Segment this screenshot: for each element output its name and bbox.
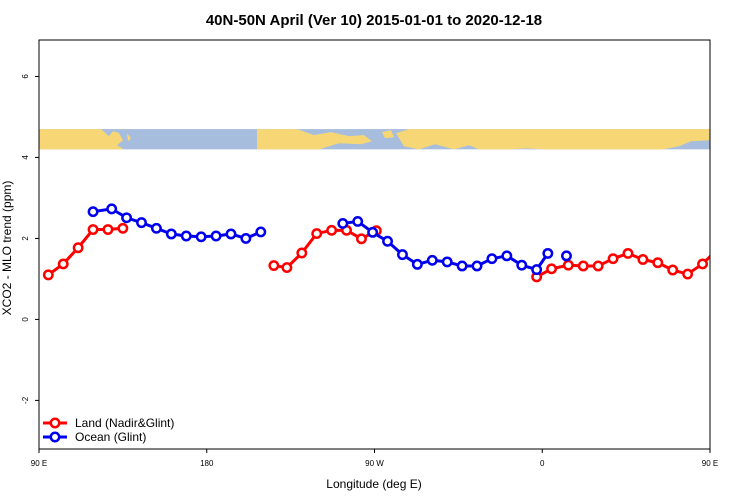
- data-point: [542, 247, 554, 259]
- data-point: [117, 222, 129, 234]
- x-tick-label: 180: [200, 459, 214, 468]
- data-point: [622, 247, 634, 259]
- land-shape: [127, 133, 131, 142]
- data-point: [352, 215, 364, 227]
- data-point: [87, 206, 99, 218]
- data-point: [42, 269, 54, 281]
- data-point: [562, 259, 574, 271]
- legend-item-land: Land (Nadir&Glint): [43, 416, 174, 430]
- data-point: [546, 263, 558, 275]
- data-point: [577, 260, 589, 272]
- data-point: [165, 228, 177, 240]
- data-point: [471, 260, 483, 272]
- land-shape: [39, 129, 124, 150]
- x-tick-label: 0: [540, 459, 545, 468]
- land-mask-band: [39, 129, 710, 150]
- data-point: [136, 217, 147, 229]
- data-point: [337, 217, 349, 229]
- series-ocean: [87, 203, 750, 276]
- legend-label-ocean: Ocean (Glint): [75, 430, 146, 444]
- data-point: [592, 260, 604, 272]
- data-point: [397, 249, 408, 261]
- data-point: [667, 264, 679, 276]
- data-point: [501, 250, 513, 262]
- data-point: [121, 212, 133, 224]
- series-line: [734, 209, 750, 234]
- chart-title: 40N-50N April (Ver 10) 2015-01-01 to 202…: [206, 12, 542, 29]
- data-point: [195, 231, 207, 243]
- data-point: [72, 242, 84, 254]
- y-tick-label: -2: [21, 396, 30, 404]
- x-tick-label: 90 E: [702, 459, 718, 468]
- data-point: [607, 253, 619, 265]
- data-point: [637, 254, 649, 265]
- data-point: [456, 260, 468, 272]
- data-point: [225, 228, 237, 240]
- data-point: [697, 258, 708, 270]
- data-point: [281, 262, 293, 274]
- data-point: [240, 232, 252, 244]
- data-point: [715, 243, 723, 251]
- data-point: [180, 230, 192, 242]
- data-point: [268, 260, 280, 272]
- legend-label-land: Land (Nadir&Glint): [75, 416, 174, 430]
- data-point: [561, 250, 572, 262]
- plot-frame: [38, 39, 711, 450]
- series-land: [42, 222, 750, 283]
- data-point: [356, 233, 367, 245]
- x-axis-label: Longitude (deg E): [326, 477, 421, 491]
- y-tick-label: 0: [21, 317, 30, 322]
- legend: Land (Nadir&Glint) Ocean (Glint): [43, 416, 174, 444]
- data-point: [87, 224, 99, 235]
- y-tick-label: 6: [21, 74, 30, 79]
- data-point: [367, 226, 379, 238]
- data-point: [745, 205, 750, 213]
- data-point: [730, 207, 738, 215]
- data-point: [311, 228, 323, 240]
- data-point: [326, 224, 338, 236]
- y-tick-label: 2: [21, 236, 30, 241]
- data-point: [57, 258, 69, 270]
- data-point: [426, 254, 438, 266]
- data-point: [150, 222, 162, 234]
- series-line: [535, 251, 710, 279]
- y-axis-label: XCO2 - MLO trend (ppm): [0, 181, 14, 316]
- land-shape: [382, 130, 394, 139]
- data-point: [516, 259, 528, 271]
- x-tick-label: 90 E: [31, 459, 47, 468]
- data-point: [210, 230, 222, 242]
- data-point: [255, 226, 267, 238]
- x-tick-label: 90 W: [365, 459, 384, 468]
- data-point: [730, 225, 738, 233]
- data-point: [411, 258, 423, 270]
- data-point: [106, 203, 118, 215]
- legend-marker-land: [49, 417, 61, 429]
- land-shape: [257, 129, 372, 150]
- legend-item-ocean: Ocean (Glint): [43, 430, 146, 444]
- y-axis: -2 0 2 4 6: [21, 74, 39, 404]
- data-point: [652, 257, 664, 269]
- data-point: [382, 235, 393, 247]
- land-shape: [396, 129, 710, 150]
- series-layer: [42, 203, 750, 283]
- x-axis: 90 E 180 90 W 0 90 E: [31, 449, 718, 468]
- legend-marker-ocean: [49, 431, 61, 443]
- data-point: [102, 224, 114, 235]
- data-point: [682, 268, 694, 280]
- data-point: [531, 264, 543, 276]
- data-point: [296, 247, 308, 259]
- y-tick-label: 4: [21, 155, 30, 160]
- data-point: [745, 225, 750, 233]
- land-mask-land: [39, 129, 710, 150]
- data-point: [441, 256, 453, 268]
- data-point: [486, 253, 498, 265]
